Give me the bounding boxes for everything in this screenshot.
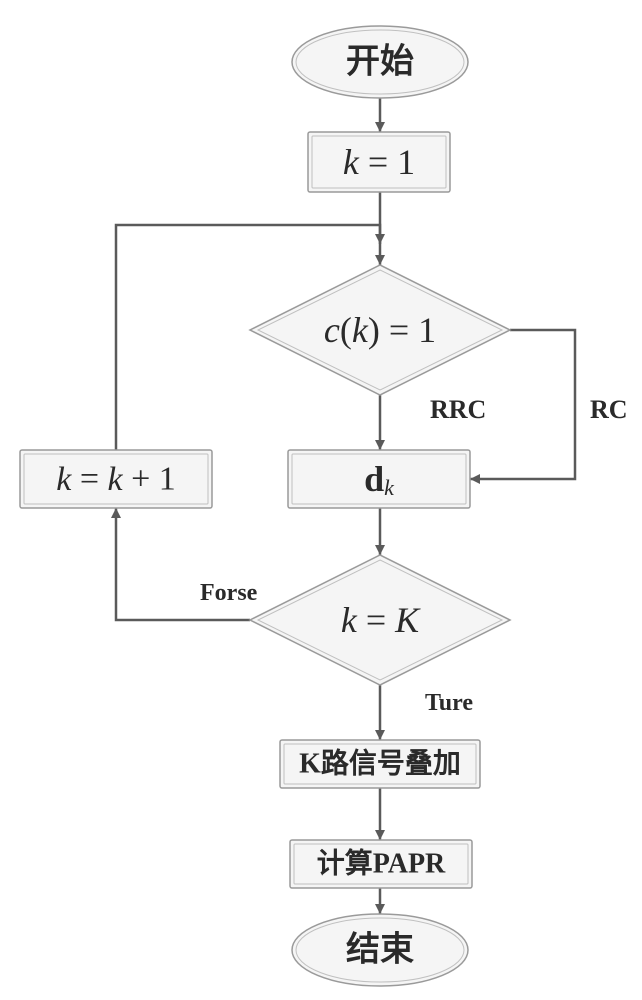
node-sumK: K路信号叠加 (280, 740, 480, 788)
edge-label: Ture (425, 690, 473, 716)
node-cond2: k = K (250, 555, 510, 685)
node-end: 结束 (292, 914, 468, 986)
edge-label: RC (590, 395, 628, 424)
svg-text:k = k + 1: k = k + 1 (56, 461, 176, 498)
node-init: k = 1 (308, 132, 450, 192)
node-papr: 计算PAPR (290, 840, 472, 888)
svg-text:k = 1: k = 1 (343, 142, 415, 182)
svg-text:c(k) = 1: c(k) = 1 (324, 310, 436, 350)
svg-text:K路信号叠加: K路信号叠加 (299, 748, 461, 780)
nodes-layer: 开始 k = 1 c(k) = 1 k = k + 1 dk k = K K路信号叠加计算P… (20, 26, 510, 986)
svg-text:结束: 结束 (346, 931, 414, 969)
node-cond1: c(k) = 1 (250, 265, 510, 395)
svg-text:k = K: k = K (341, 600, 421, 640)
node-dk: dk (288, 450, 470, 508)
svg-text:开始: 开始 (346, 43, 414, 81)
edge-label: Forse (200, 580, 258, 606)
svg-text:计算PAPR: 计算PAPR (317, 847, 446, 880)
node-start: 开始 (292, 26, 468, 98)
edge-label: RRC (430, 395, 486, 424)
node-incr: k = k + 1 (20, 450, 212, 508)
